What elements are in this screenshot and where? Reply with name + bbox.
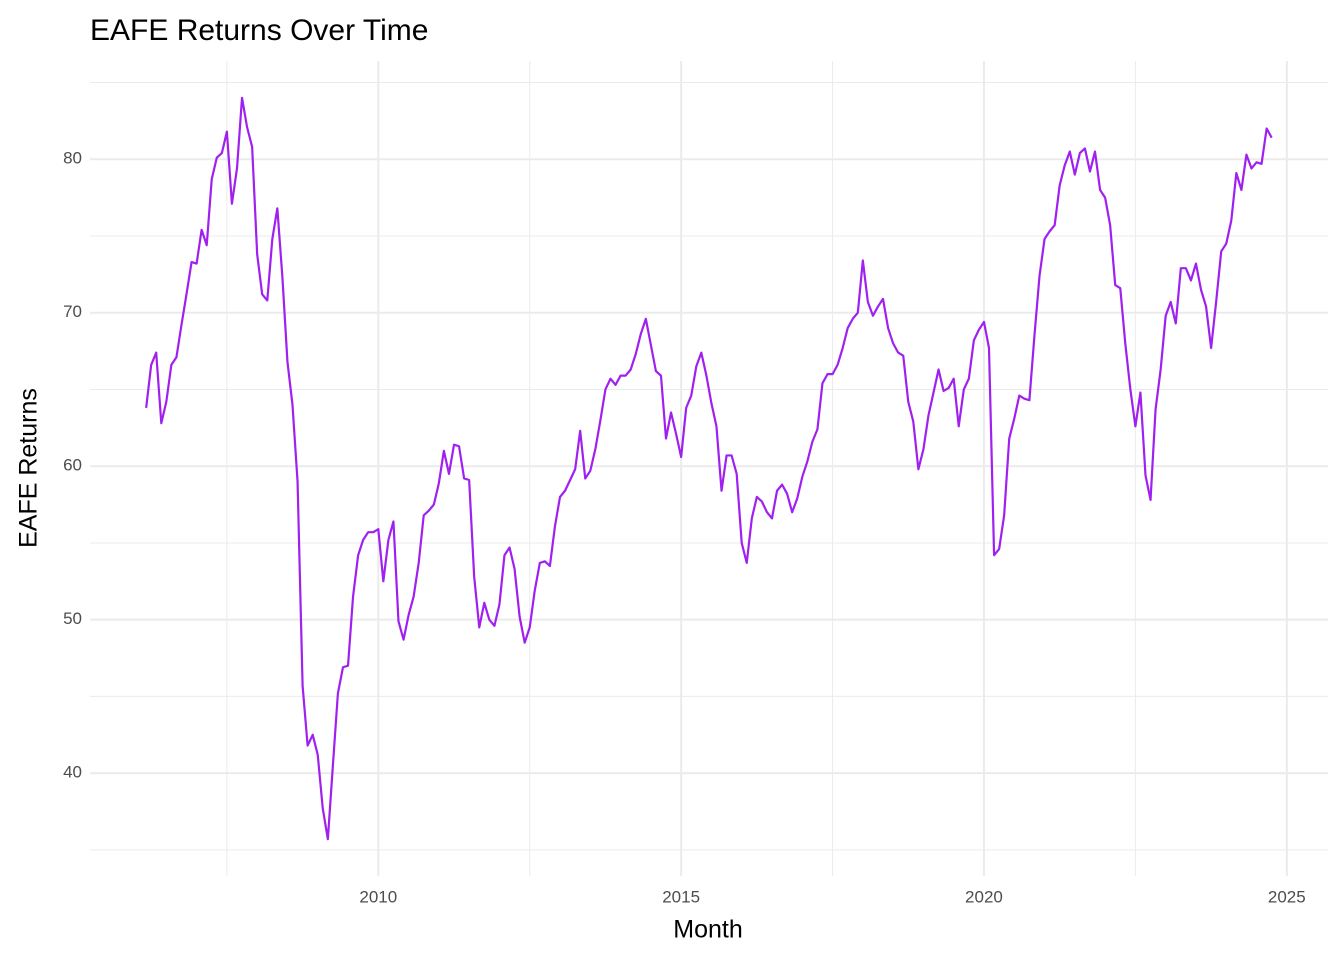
y-tick-label: 40 <box>63 763 82 782</box>
data-line <box>145 96 1273 841</box>
y-tick-label: 60 <box>63 456 82 475</box>
y-tick-label: 80 <box>63 149 82 168</box>
chart-title: EAFE Returns Over Time <box>90 14 428 47</box>
y-tick-label: 70 <box>63 302 82 321</box>
x-tick-label: 2025 <box>1268 887 1306 906</box>
x-axis-title: Month <box>673 916 742 944</box>
y-axis-title: EAFE Returns <box>15 388 43 548</box>
y-tick-label: 50 <box>63 609 82 628</box>
x-tick-label: 2015 <box>662 887 700 906</box>
x-tick-label: 2010 <box>359 887 397 906</box>
x-tick-label: 2020 <box>965 887 1003 906</box>
